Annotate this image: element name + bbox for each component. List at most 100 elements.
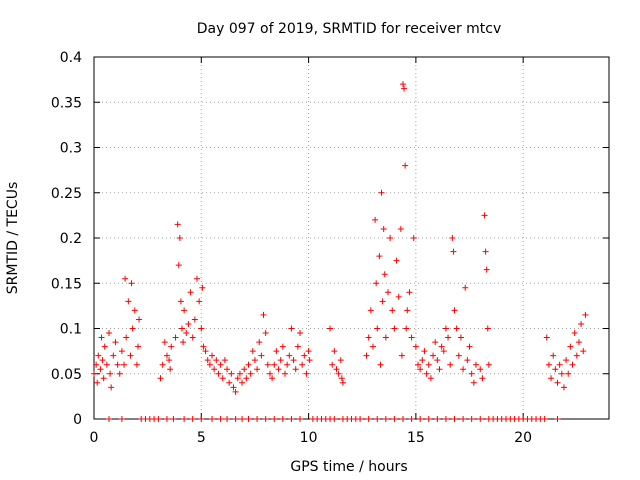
data-point	[191, 316, 198, 323]
data-point	[297, 416, 303, 422]
data-point	[239, 416, 246, 422]
data-point	[335, 370, 342, 377]
data-point	[305, 348, 312, 355]
data-point	[199, 284, 206, 291]
data-point	[365, 416, 372, 422]
data-point	[99, 357, 106, 364]
data-point	[271, 361, 278, 368]
data-point	[161, 339, 168, 346]
data-point	[185, 320, 192, 327]
data-point	[163, 352, 170, 359]
data-point	[477, 416, 484, 422]
data-point	[327, 325, 334, 332]
data-point	[569, 361, 576, 368]
data-point	[387, 235, 394, 241]
data-point	[434, 357, 441, 364]
data-point	[209, 352, 216, 359]
data-point	[103, 361, 110, 368]
data-point	[485, 361, 492, 368]
data-point	[294, 343, 301, 350]
data-point	[260, 311, 267, 318]
data-point	[232, 388, 239, 395]
data-point	[177, 298, 184, 305]
data-point	[180, 339, 187, 346]
data-point	[224, 416, 231, 422]
data-point	[215, 370, 222, 377]
data-point	[363, 352, 370, 359]
x-tick-label: 15	[407, 430, 425, 446]
data-point	[170, 416, 177, 422]
data-point	[245, 361, 252, 368]
data-point	[374, 416, 381, 422]
data-point	[224, 366, 231, 373]
data-point	[136, 316, 143, 323]
x-tick-label: 20	[514, 430, 532, 446]
data-point	[245, 416, 252, 422]
data-point	[189, 334, 196, 341]
y-tick-label: 0.2	[60, 231, 82, 247]
data-point	[374, 325, 381, 332]
data-point	[284, 361, 291, 368]
data-point	[174, 221, 181, 228]
x-tick-label: 10	[300, 430, 318, 446]
data-point	[217, 361, 224, 368]
data-point	[400, 416, 406, 422]
data-point	[425, 361, 432, 368]
data-point	[338, 375, 345, 382]
data-point	[247, 370, 254, 377]
plot-frame	[93, 56, 610, 420]
data-point	[230, 384, 237, 391]
data-point	[470, 379, 477, 386]
data-point	[447, 361, 454, 368]
data-point	[234, 375, 241, 382]
data-point	[155, 416, 162, 422]
data-point	[560, 384, 567, 391]
data-point	[213, 357, 220, 364]
data-point	[442, 325, 449, 332]
data-point	[369, 343, 376, 350]
data-point	[377, 361, 384, 368]
data-point	[438, 343, 445, 350]
data-point	[379, 298, 386, 305]
data-point	[172, 334, 179, 341]
chart-title: Day 097 of 2019, SRMTID for receiver mtc…	[197, 21, 502, 37]
data-point	[558, 370, 565, 377]
y-tick-label: 0.25	[51, 186, 82, 202]
data-points	[91, 81, 589, 422]
data-point	[417, 366, 424, 373]
data-point	[107, 370, 114, 377]
data-point	[116, 370, 123, 377]
data-point	[221, 357, 228, 364]
data-point	[251, 357, 258, 364]
data-point	[232, 416, 239, 422]
data-point	[277, 357, 284, 364]
data-point	[91, 370, 97, 377]
data-point	[373, 280, 380, 287]
data-point	[236, 370, 243, 377]
data-point	[442, 416, 449, 422]
y-tick-label: 0	[73, 412, 82, 428]
data-point	[397, 225, 404, 232]
data-point	[159, 361, 166, 368]
data-point	[357, 416, 364, 422]
data-point	[166, 357, 173, 364]
data-point	[206, 361, 213, 368]
data-point	[134, 343, 141, 350]
data-point	[440, 348, 447, 355]
data-point	[239, 379, 246, 386]
data-point	[118, 348, 125, 355]
data-point	[198, 325, 205, 332]
data-point	[241, 366, 248, 373]
data-point	[384, 289, 391, 296]
data-point	[254, 416, 261, 422]
y-tick-label: 0.05	[51, 367, 82, 383]
data-point	[434, 416, 441, 422]
data-point	[219, 375, 226, 382]
data-point	[125, 298, 132, 305]
data-point	[567, 343, 574, 350]
data-point	[228, 370, 235, 377]
data-point	[573, 352, 580, 359]
data-point	[106, 416, 113, 422]
data-point	[468, 370, 475, 377]
data-point	[288, 416, 295, 422]
